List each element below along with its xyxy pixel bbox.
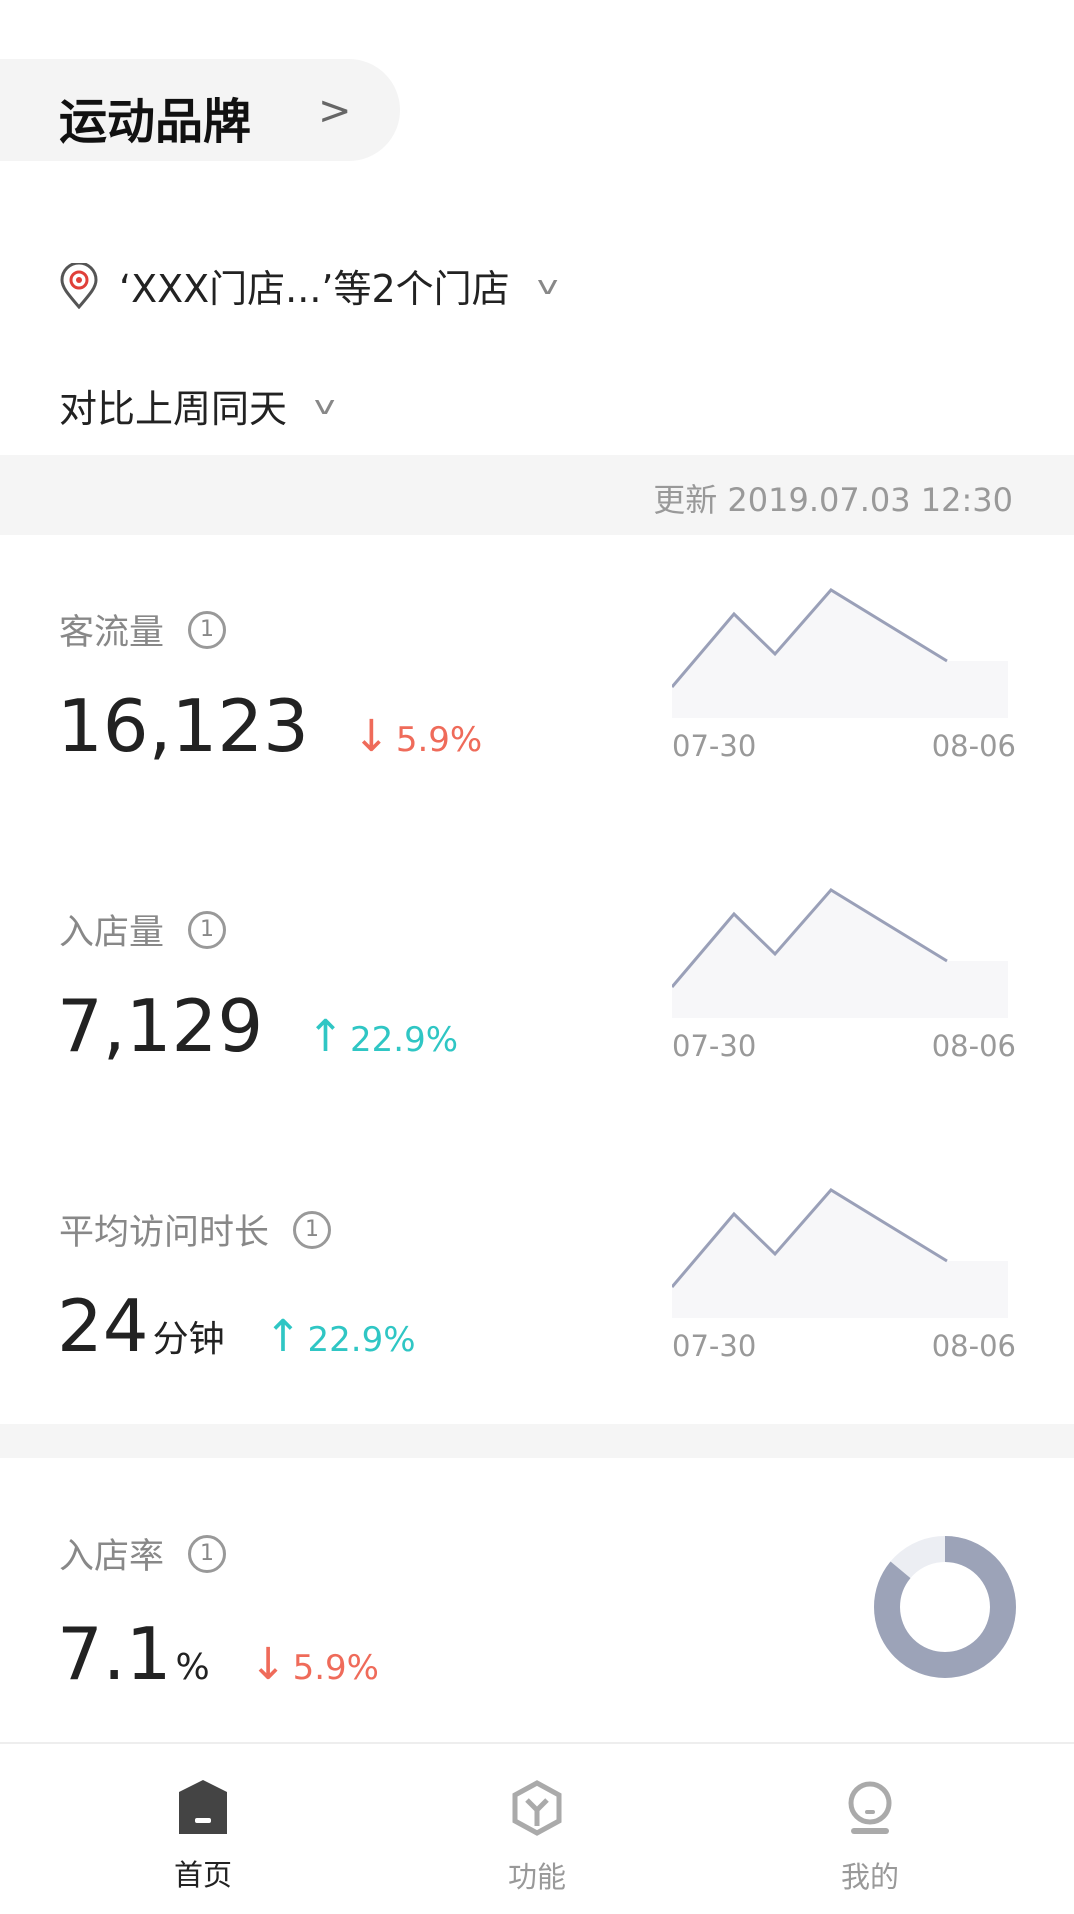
rate-value-row: 7.1 % ↓ 5.9% <box>57 1612 379 1696</box>
home-icon <box>179 1780 227 1834</box>
metric-value: 7,129 <box>57 984 264 1068</box>
profile-icon <box>848 1781 892 1834</box>
sparkline-start-date: 07-30 <box>672 1329 757 1363</box>
sparkline-area <box>672 890 1008 1018</box>
chevron-right-icon[interactable]: > <box>318 88 352 134</box>
arrow-down-icon: ↓ <box>352 711 390 762</box>
sparkline-line <box>672 1188 948 1288</box>
metric-value: 24 <box>57 1284 149 1368</box>
info-icon[interactable]: 1 <box>188 1534 227 1573</box>
sparkline-start-date: 07-30 <box>672 1029 757 1063</box>
rate-unit: % <box>175 1647 210 1688</box>
metric-label: 平均访问时长 <box>59 1213 270 1253</box>
info-icon[interactable]: 1 <box>293 1210 332 1249</box>
metric-change: ↑ 22.9% <box>265 1311 416 1362</box>
metric-change-value: 5.9% <box>395 720 483 760</box>
section-divider <box>0 1424 1074 1458</box>
metric-value-row: 7,129 ↑ 22.9% <box>57 984 458 1068</box>
nav-item-function[interactable]: 功能 <box>437 1780 637 1896</box>
arrow-up-icon: ↑ <box>307 1011 344 1062</box>
store-selector[interactable]: ‘XXX门店...’等2个门店 v <box>59 258 558 313</box>
metric-unit: 分钟 <box>152 1319 225 1360</box>
store-selector-label: ‘XXX门店...’等2个门店 <box>119 267 510 311</box>
nav-label: 首页 <box>173 1858 232 1892</box>
rate-label-row: 入店率 1 <box>59 1528 227 1579</box>
sparkline-end-date: 08-06 <box>931 1029 1016 1063</box>
rate-change: ↓ 5.9% <box>250 1639 379 1690</box>
rate-donut-chart <box>874 1536 1016 1678</box>
sparkline-start-date: 07-30 <box>672 729 757 763</box>
rate-label: 入店率 <box>59 1537 165 1577</box>
nav-item-home[interactable]: 首页 <box>103 1780 303 1894</box>
rate-change-value: 5.9% <box>292 1648 379 1688</box>
brand-title[interactable]: 运动品牌 <box>59 94 252 150</box>
chevron-down-icon: v <box>313 390 336 421</box>
info-icon[interactable]: 1 <box>188 910 227 949</box>
sparkline-area <box>672 1190 1008 1318</box>
sparkline-line <box>672 588 948 688</box>
metric-value: 16,123 <box>57 684 309 768</box>
rate-value: 7.1 <box>57 1612 172 1696</box>
sparkline-line <box>672 888 948 988</box>
arrow-down-icon: ↓ <box>249 1639 287 1690</box>
metric-label-row: 客流量 1 <box>59 604 227 655</box>
metric-label-row: 入店量 1 <box>59 904 227 955</box>
metric-value-row: 16,123 ↓ 5.9% <box>57 684 482 768</box>
metric-value-row: 24 分钟 ↑ 22.9% <box>57 1284 416 1368</box>
compare-selector-label: 对比上周同天 <box>59 387 288 431</box>
function-cube-icon <box>512 1780 562 1836</box>
update-bar <box>0 455 1074 535</box>
location-pin-icon <box>60 262 98 309</box>
info-icon[interactable]: 1 <box>188 610 227 649</box>
sparkline-area <box>672 590 1008 718</box>
metric-sparkline <box>672 1188 1008 1318</box>
nav-label: 我的 <box>840 1860 899 1894</box>
metric-change-value: 22.9% <box>307 1320 416 1360</box>
metric-sparkline <box>672 588 1008 718</box>
metric-change: ↑ 22.9% <box>307 1011 458 1062</box>
compare-selector[interactable]: 对比上周同天 v <box>59 378 335 433</box>
bottom-nav: 首页 功能 我的 <box>0 1742 1074 1914</box>
metric-label-row: 平均访问时长 1 <box>59 1204 332 1255</box>
metric-sparkline <box>672 888 1008 1018</box>
metric-change-value: 22.9% <box>350 1020 459 1060</box>
sparkline-end-date: 08-06 <box>931 729 1016 763</box>
arrow-up-icon: ↑ <box>264 1311 302 1362</box>
metric-label: 入店量 <box>59 913 165 953</box>
update-time: 更新 2019.07.03 12:30 <box>653 481 1013 519</box>
sparkline-end-date: 08-06 <box>931 1329 1016 1363</box>
nav-item-profile[interactable]: 我的 <box>770 1780 970 1896</box>
nav-label: 功能 <box>507 1860 566 1894</box>
brand-switcher[interactable] <box>0 59 400 161</box>
donut-fill <box>874 1536 1016 1678</box>
metric-change: ↓ 5.9% <box>353 711 482 762</box>
chevron-down-icon: v <box>536 270 559 301</box>
metric-label: 客流量 <box>59 613 165 653</box>
